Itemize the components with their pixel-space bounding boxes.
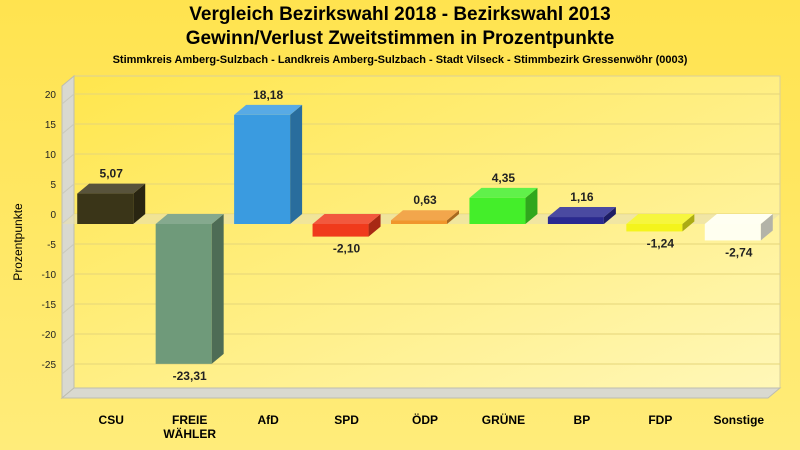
bar-side	[211, 214, 224, 364]
x-tick-label: ÖDP	[412, 412, 438, 427]
grid-line-side	[61, 333, 75, 345]
grid-line-side	[61, 303, 75, 315]
bar	[391, 220, 447, 224]
x-tick-label: GRÜNE	[482, 412, 525, 427]
bar	[155, 224, 212, 364]
data-label: -2,74	[725, 245, 753, 259]
x-tick-label: FREIE	[172, 413, 207, 427]
bar-top	[547, 207, 616, 218]
x-tick-label: BP	[574, 413, 591, 427]
grid-line-side	[61, 183, 75, 195]
data-label: 5,07	[100, 167, 124, 181]
bar-side	[133, 183, 146, 224]
bar-top	[234, 104, 303, 115]
chart-title-line2: Gewinn/Verlust Zweitstimmen in Prozentpu…	[185, 28, 615, 49]
y-tick-label: 5	[50, 180, 56, 191]
x-tick-label: WÄHLER	[163, 426, 216, 441]
bar-side	[760, 214, 773, 241]
grid-line-side	[61, 243, 75, 255]
bar-top	[155, 214, 224, 224]
x-tick-label: AfD	[257, 413, 279, 427]
bar-side	[603, 207, 616, 224]
grid-line-side	[61, 273, 75, 285]
bar	[547, 217, 604, 224]
y-tick-label: -10	[42, 270, 57, 281]
data-label: -1,24	[647, 236, 675, 250]
y-tick-label: -20	[42, 330, 57, 341]
bar-side	[447, 210, 459, 224]
y-tick-label: -5	[47, 240, 56, 251]
data-label: -2,10	[333, 242, 361, 256]
plot-side-wall	[61, 74, 75, 400]
grid-line-side	[61, 363, 75, 375]
y-tick-label: 0	[50, 210, 56, 221]
grid-line-side	[61, 93, 75, 105]
y-axis-label: Prozentpunkte	[11, 203, 25, 281]
data-label: 0,63	[413, 193, 437, 207]
bar	[626, 224, 683, 232]
y-tick-label: 10	[45, 150, 57, 161]
plot-floor	[60, 387, 782, 399]
bar-top	[77, 183, 146, 194]
chart-subtitle: Stimmkreis Amberg-Sulzbach - Landkreis A…	[112, 54, 688, 66]
data-label: 1,16	[570, 190, 594, 204]
bar-side	[368, 214, 381, 237]
bar	[77, 193, 134, 224]
y-tick-label: -25	[42, 360, 57, 371]
bar	[234, 114, 291, 224]
bar-top	[469, 187, 538, 198]
bar	[704, 224, 761, 241]
y-tick-label: 15	[45, 120, 57, 131]
bar-top	[391, 210, 459, 221]
bar-side	[290, 104, 303, 224]
x-tick-label: CSU	[99, 413, 124, 427]
x-tick-label: SPD	[334, 413, 359, 427]
chart-title: Vergleich Bezirkswahl 2018 - Bezirkswahl…	[189, 4, 611, 25]
bar-top	[626, 214, 695, 224]
bar-side	[682, 214, 695, 232]
data-label: 4,35	[492, 171, 516, 185]
grid-line-side	[61, 123, 75, 135]
bar	[469, 197, 526, 224]
grid-line-side	[61, 153, 75, 165]
x-tick-label: FDP	[648, 413, 672, 427]
bar-top	[704, 214, 773, 224]
y-tick-label: -15	[42, 300, 57, 311]
y-tick-label: 20	[45, 90, 57, 101]
x-tick-label: Sonstige	[713, 413, 764, 427]
data-label: 18,18	[253, 88, 283, 102]
bar	[312, 224, 369, 237]
bar-side	[525, 187, 538, 224]
data-label: -23,31	[173, 369, 207, 383]
bar-top	[312, 214, 381, 224]
